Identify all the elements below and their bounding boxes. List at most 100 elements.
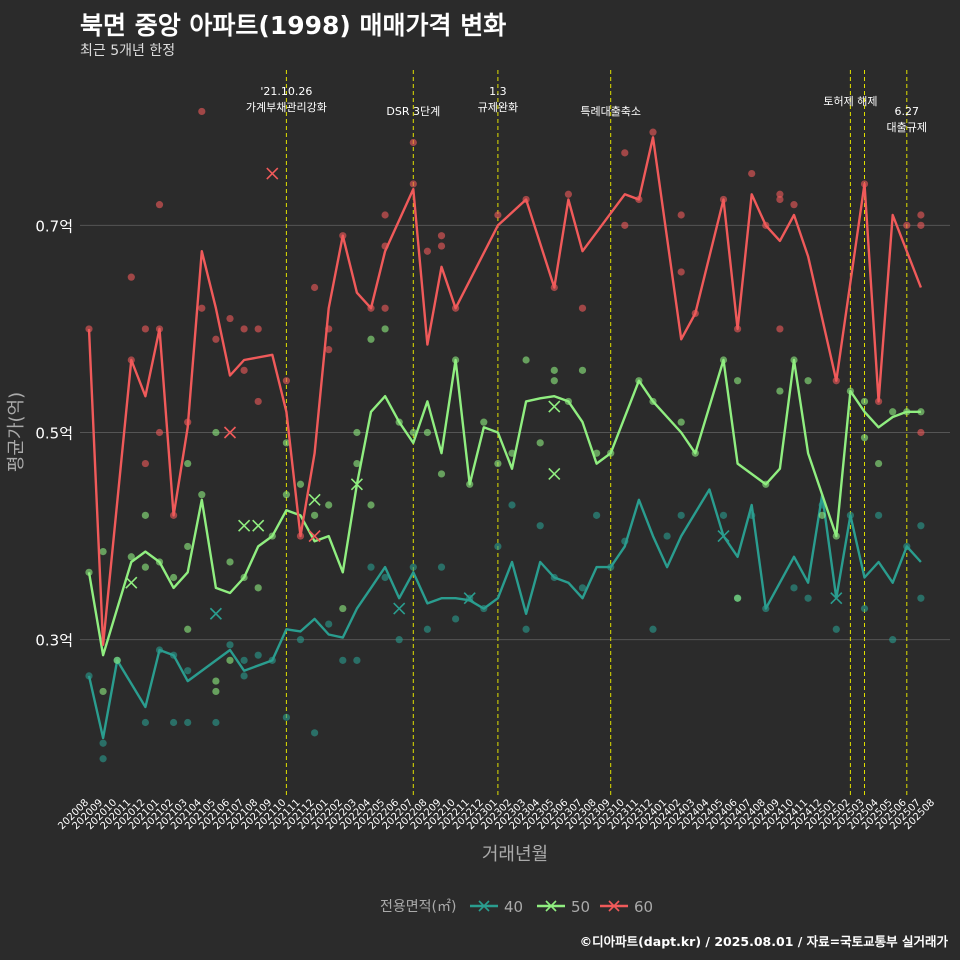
data-point	[409, 563, 417, 571]
data-point	[832, 625, 840, 633]
data-point	[578, 304, 587, 312]
data-point	[875, 459, 883, 468]
data-point	[437, 242, 446, 250]
legend-title: 전용면적(㎡)	[380, 899, 456, 915]
data-point	[818, 511, 826, 519]
cross-marker	[830, 592, 843, 605]
legend-label-60: 60	[634, 898, 653, 916]
cross-marker	[238, 519, 251, 532]
data-point	[578, 366, 587, 374]
data-point	[917, 211, 925, 219]
data-point	[282, 377, 290, 385]
legend-cross-50	[545, 900, 557, 912]
data-point	[155, 201, 164, 209]
data-point	[875, 511, 883, 519]
data-point	[141, 511, 149, 519]
data-point	[860, 434, 869, 442]
data-point	[437, 232, 446, 240]
data-point	[226, 641, 234, 649]
cross-marker	[717, 530, 730, 543]
data-point	[677, 418, 685, 426]
data-point	[381, 304, 389, 312]
data-point	[536, 522, 544, 530]
event-label: 규제완화	[478, 101, 518, 114]
y-axis-title: 평균가(억)	[6, 392, 27, 472]
data-point	[296, 636, 305, 644]
series-line	[87, 136, 923, 646]
cross-marker	[223, 426, 237, 439]
data-point	[776, 325, 784, 333]
data-point	[170, 573, 178, 582]
source-caption: ©디아파트(dapt.kr) / 2025.08.01 / 자료=국토교통부 실…	[579, 934, 948, 949]
legend-label-40: 40	[504, 898, 523, 916]
data-point	[776, 387, 784, 395]
data-point	[367, 501, 375, 509]
data-point	[550, 377, 558, 385]
data-point	[198, 491, 206, 499]
series-60	[85, 107, 925, 646]
cross-marker	[308, 493, 321, 506]
data-point	[494, 211, 502, 219]
cross-marker	[548, 467, 561, 480]
data-point	[325, 620, 333, 628]
data-point	[311, 729, 319, 737]
series-line	[87, 358, 921, 657]
data-point	[113, 656, 121, 664]
data-point	[734, 377, 742, 385]
data-point	[917, 221, 925, 229]
data-point	[339, 656, 347, 664]
data-point	[748, 169, 756, 178]
y-tick-label: 0.3억	[35, 632, 73, 650]
data-point	[423, 625, 431, 633]
cross-marker	[252, 519, 265, 532]
data-point	[776, 190, 784, 198]
data-point	[127, 553, 135, 561]
data-point	[381, 211, 389, 219]
cross-marker	[548, 400, 561, 413]
data-point	[325, 501, 333, 509]
data-point	[677, 268, 685, 276]
data-point	[184, 667, 192, 675]
cross-marker	[463, 592, 476, 605]
data-point	[212, 677, 220, 685]
data-point	[452, 615, 460, 623]
data-point	[381, 573, 389, 582]
data-point	[170, 718, 178, 727]
data-point	[184, 542, 192, 551]
data-point	[536, 439, 544, 447]
data-point	[212, 687, 220, 696]
data-point	[522, 625, 530, 633]
data-point	[85, 672, 93, 680]
data-point	[226, 558, 234, 566]
cross-marker	[393, 602, 406, 615]
event-label: 특례대출축소	[580, 105, 641, 118]
data-point	[282, 713, 290, 721]
legend-cross-60	[608, 900, 620, 912]
data-point	[409, 180, 417, 188]
data-point	[367, 563, 375, 571]
event-label: 토허제 해제	[823, 94, 877, 108]
data-point	[790, 584, 798, 592]
cross-marker	[125, 576, 138, 589]
data-point	[508, 501, 516, 509]
data-point	[649, 128, 657, 136]
y-tick-label: 0.5억	[35, 425, 73, 443]
event-label: 6.27	[895, 105, 920, 118]
data-point	[226, 314, 234, 323]
data-point	[325, 346, 333, 354]
data-point	[860, 604, 869, 613]
x-axis-title: 거래년월	[482, 844, 548, 865]
data-point	[254, 325, 262, 333]
data-point	[564, 190, 573, 198]
data-point	[141, 459, 149, 468]
data-point	[155, 428, 164, 437]
data-point	[240, 366, 248, 374]
data-point	[141, 325, 149, 333]
data-point	[423, 428, 431, 437]
event-label: '21.10.26	[260, 85, 312, 98]
event-label: 1.3	[489, 85, 507, 98]
legend: 전용면적(㎡) 40 50 60	[380, 898, 653, 916]
data-point	[339, 604, 347, 613]
chart-subtitle: 최근 5개년 한정	[80, 43, 176, 59]
data-point	[719, 511, 728, 519]
